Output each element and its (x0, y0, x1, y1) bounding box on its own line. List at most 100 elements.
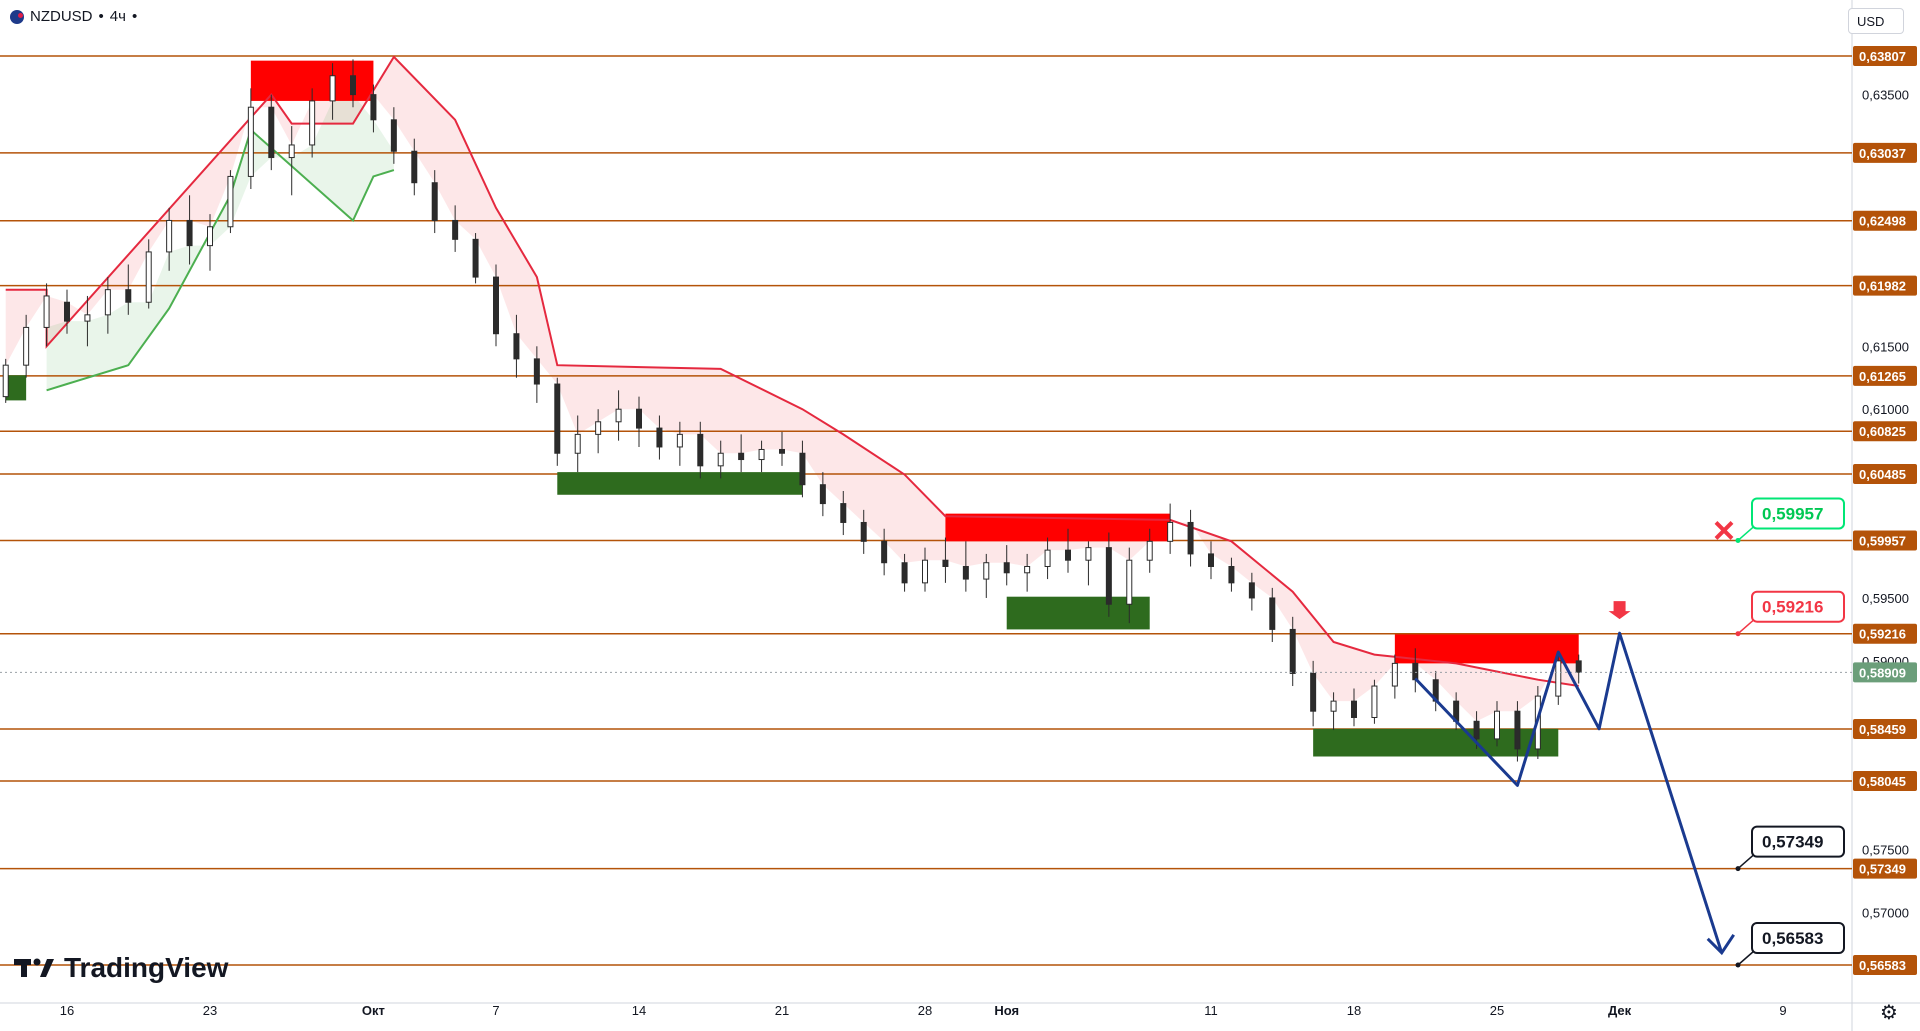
level-label-bg-6 (1853, 464, 1917, 485)
candle-body (84, 314, 91, 322)
candle (656, 415, 663, 460)
candle (533, 346, 540, 403)
support-zone-4[interactable] (1006, 596, 1150, 630)
candle-body (513, 333, 520, 360)
callout-label-3: 0,56583 (1762, 929, 1823, 948)
level-label-bg-2 (1853, 210, 1917, 231)
candle (1391, 654, 1398, 699)
candle (1126, 547, 1133, 624)
candle-body (615, 408, 622, 423)
candle (636, 396, 642, 447)
candle-body (1085, 547, 1092, 561)
candle-body (1248, 582, 1255, 599)
callout-pointer-0 (1737, 525, 1755, 542)
candle-body (636, 408, 642, 429)
level-label-11: 0,57349 (1859, 862, 1906, 877)
candle-body (1044, 549, 1051, 567)
candle (1105, 532, 1112, 617)
settings-gear-icon[interactable]: ⚙ (1880, 1002, 1898, 1024)
candle-body (881, 540, 888, 564)
callout-label-1: 0,59216 (1762, 598, 1823, 617)
callout-label-0: 0,59957 (1762, 504, 1823, 523)
callout-box-1[interactable] (1751, 590, 1845, 623)
candle-body (431, 182, 438, 221)
candle (1187, 509, 1194, 567)
candle (186, 195, 193, 265)
nzd-flag-icon (10, 9, 24, 24)
support-zone-2[interactable] (557, 472, 803, 495)
candle-body (1514, 710, 1521, 750)
callout-box-3[interactable] (1751, 922, 1845, 954)
candle-body (472, 238, 479, 278)
candle (1003, 545, 1010, 586)
sell-arrow-icon (1608, 601, 1631, 620)
candle (431, 170, 438, 234)
x-tick-label: 9 (1779, 1003, 1786, 1018)
x-tick-label: Ноя (994, 1003, 1019, 1018)
candle (472, 233, 479, 284)
x-tick-label: 25 (1490, 1003, 1504, 1018)
bull-cloud-fill (46, 94, 394, 391)
tradingview-logo-text: TradingView (64, 952, 229, 983)
candle (390, 107, 397, 164)
symbol-header[interactable]: NZDUSD • 4ч • (10, 8, 137, 25)
candle (2, 358, 9, 403)
candle-body (329, 75, 336, 102)
candle (207, 214, 213, 271)
candle-body (554, 383, 561, 454)
candle (350, 59, 356, 108)
candle (493, 264, 499, 347)
candle (676, 421, 683, 466)
candle-body (390, 119, 397, 152)
y-tick-label: 0,63500 (1862, 88, 1909, 103)
candle-body (43, 295, 50, 328)
support-zone-1[interactable] (5, 375, 27, 401)
candle-body (1208, 553, 1214, 567)
level-label-5: 0,60825 (1859, 424, 1906, 439)
candle (574, 415, 581, 473)
level-label-bg-5 (1853, 421, 1917, 442)
candle (819, 472, 826, 517)
callout-anchor-3 (1735, 962, 1741, 968)
candle (922, 547, 928, 592)
candle-body (186, 219, 193, 247)
callout-pointer-3 (1737, 950, 1755, 966)
candle-body (1391, 662, 1398, 687)
candle-body (1555, 660, 1562, 697)
callout-box-0[interactable] (1751, 497, 1845, 530)
candle (370, 84, 377, 133)
candle (125, 264, 132, 315)
timeframe-label: 4ч (109, 8, 126, 25)
candle (1167, 503, 1174, 554)
candle-body (1412, 662, 1419, 681)
candle (1575, 654, 1582, 684)
level-label-bg-7 (1853, 530, 1917, 551)
candle-body (1065, 549, 1071, 561)
candle-body (942, 559, 949, 567)
candle (1248, 572, 1255, 611)
candle (166, 207, 173, 271)
candle-body (1473, 720, 1480, 740)
projection-path[interactable] (1414, 631, 1724, 954)
candle-body (860, 521, 867, 542)
support-zone-6[interactable] (1313, 728, 1559, 757)
level-label-4: 0,61265 (1859, 369, 1906, 384)
callout-box-2[interactable] (1751, 825, 1845, 858)
resistance-zone-5[interactable] (1394, 634, 1579, 664)
candle (104, 277, 111, 334)
x-tick-label: 11 (1204, 1003, 1218, 1018)
candle-body (1371, 685, 1378, 718)
candle-body (840, 503, 847, 523)
currency-button[interactable]: USD (1848, 8, 1904, 34)
candle (738, 434, 745, 473)
candle (1065, 528, 1071, 573)
level-label-bg-3 (1853, 275, 1917, 296)
current-price-label: 0,58909 (1859, 665, 1906, 680)
candle-body (1310, 672, 1317, 712)
candle (717, 440, 724, 479)
candle-body (227, 175, 234, 228)
level-label-bg-10 (1853, 771, 1917, 792)
callout-pointer-1 (1737, 619, 1755, 635)
candle-body (595, 421, 602, 435)
